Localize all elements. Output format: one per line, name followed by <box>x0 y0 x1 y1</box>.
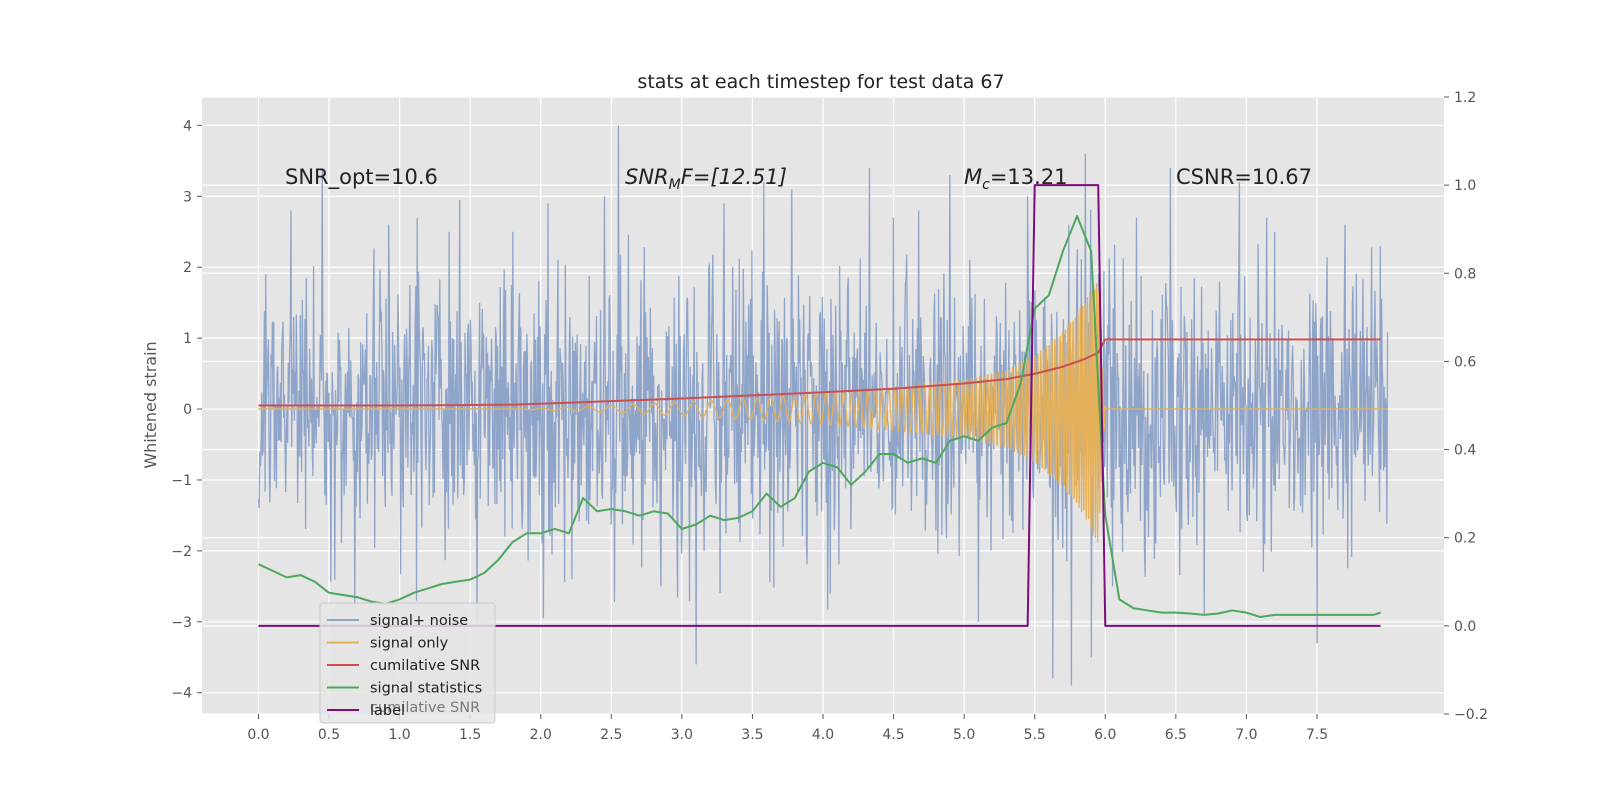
x-tick-label: 1.5 <box>459 727 481 743</box>
x-tick-label: 5.0 <box>953 727 975 743</box>
y2-tick-label: 0.8 <box>1454 266 1476 282</box>
x-tick-label: 3.0 <box>671 727 693 743</box>
y2-tick-label: 0.6 <box>1454 354 1476 370</box>
y-axis-label: Whitened strain <box>141 341 160 468</box>
legend-item-signal-only: signal only <box>327 636 449 652</box>
axes-layer: 0.0 0.5 1.0 1.5 2.0 2.5 3.0 3.5 4.0 4.5 5.0 5.5 6.0 6… <box>171 90 1488 743</box>
legend-ghost-label: cumilative SNR <box>370 700 480 716</box>
x-tick-label: 3.5 <box>741 727 763 743</box>
legend-label: label <box>370 703 405 719</box>
x-tick-label: 0.5 <box>318 727 340 743</box>
series-layer <box>257 125 1389 686</box>
annotation-mc-rest: =13.21 <box>990 165 1068 189</box>
legend-item-signal-noise: signal+ noise <box>327 613 468 629</box>
x-tick-label: 2.5 <box>600 727 622 743</box>
annotation-mc-main: M <box>964 165 982 189</box>
annotation-csnr: CSNR=10.67 <box>1176 165 1312 189</box>
x-tick-label: 0.0 <box>247 727 269 743</box>
annotation-snr-mf-main: SNR <box>625 165 669 189</box>
x-tick-label: 4.0 <box>812 727 834 743</box>
legend-label: signal+ noise <box>370 613 468 629</box>
x-tick-label: 4.5 <box>882 727 904 743</box>
x-tick-label: 7.0 <box>1235 727 1257 743</box>
y2-tick-label: 0.0 <box>1454 619 1476 635</box>
annotation-snr-mf: SNRMF=[12.51] <box>625 165 787 193</box>
legend-item-label: label <box>327 703 405 719</box>
y2-tick-label: 0.2 <box>1454 531 1476 547</box>
legend-label: signal statistics <box>370 681 482 697</box>
y2-tick-label: −0.2 <box>1454 707 1488 723</box>
annotation-snr-mf-rest: F=[12.51] <box>681 165 787 189</box>
annotation-mc-sub: c <box>982 177 990 193</box>
y-tick-label: −1 <box>171 473 192 489</box>
y-tick-label: 0 <box>183 402 192 418</box>
x-tick-label: 7.5 <box>1306 727 1328 743</box>
series-signal-statistics <box>258 214 1381 619</box>
y2-tick-label: 1.2 <box>1454 90 1476 106</box>
annotation-mc: Mc=13.21 <box>964 165 1068 193</box>
x-tick-label: 1.0 <box>388 727 410 743</box>
y-tick-label: −4 <box>171 686 192 702</box>
x-tick-label: 5.5 <box>1024 727 1046 743</box>
annotation-layer: SNR_opt=10.6 SNRMF=[12.51] Mc=13.21 CSNR… <box>285 165 1312 193</box>
x-tick-label: 2.0 <box>530 727 552 743</box>
x-tick-label: 6.0 <box>1094 727 1116 743</box>
legend-box <box>319 602 496 724</box>
series-signal-noise <box>257 125 1389 686</box>
legend-label: signal only <box>370 636 449 652</box>
annotation-snr-opt: SNR_opt=10.6 <box>285 165 438 190</box>
y-tick-label: 3 <box>183 189 192 205</box>
y-tick-label: 2 <box>183 260 192 276</box>
y-tick-label: −2 <box>171 544 192 560</box>
y2-tick-label: 0.4 <box>1454 443 1476 459</box>
legend-item-signal-statistics: signal statistics <box>327 681 482 697</box>
series-signal-only <box>258 283 1388 543</box>
legend: cumilative SNR signal+ noise signal only c… <box>319 602 496 724</box>
y-tick-label: −3 <box>171 615 192 631</box>
series-cumilative-snr <box>258 338 1381 407</box>
series-label <box>258 184 1381 627</box>
chart-title: stats at each timestep for test data 67 <box>637 71 1004 93</box>
y-tick-label: 1 <box>183 331 192 347</box>
legend-entries: signal+ noise signal only cumilative SNR si… <box>327 613 482 719</box>
y-tick-label: 4 <box>183 118 192 134</box>
x-tick-label: 6.5 <box>1165 727 1187 743</box>
legend-item-cumilative-snr: cumilative SNR <box>327 658 480 674</box>
legend-label: cumilative SNR <box>370 658 480 674</box>
annotation-snr-mf-sub: M <box>669 177 681 193</box>
y2-tick-label: 1.0 <box>1454 178 1476 194</box>
